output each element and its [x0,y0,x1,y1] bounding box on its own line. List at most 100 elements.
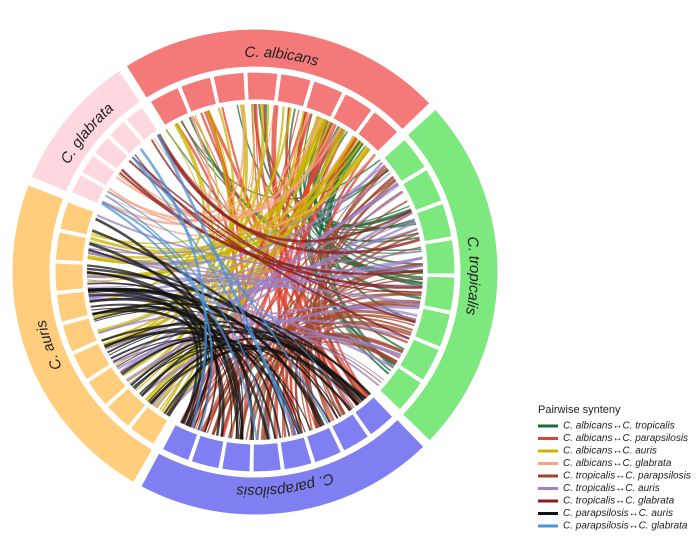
legend-label: C. albicans↔C. glabrata [563,458,672,469]
synteny-link [87,275,421,306]
legend-label: C. parapsilosis↔C. auris [563,508,673,519]
synteny-link [121,336,291,437]
legend-label: C. parapsilosis↔C. glabrata [563,521,688,532]
chromosome-block [106,387,147,428]
synteny-link [101,200,213,432]
chromosome-block [246,71,279,102]
synteny-link [140,118,326,397]
group-band [140,418,425,516]
chromosome-block [304,80,344,119]
synteny-link [131,156,301,435]
chromosome-block [356,110,399,153]
legend-label: C. albicans↔C. auris [563,446,657,457]
synteny-link [86,271,202,426]
legend-label: C. albicans↔C. parapsilosis [563,433,688,444]
chromosome-block [398,338,441,382]
synteny-link [125,210,413,382]
synteny-link [101,115,212,225]
synteny-link [166,357,213,428]
synteny-link [156,134,297,436]
chromosome-block [353,395,394,436]
chromosome-block [70,173,106,205]
synteny-link [91,119,326,250]
chromosome-block [330,412,370,452]
group-label-text: C. tropicalis [462,235,483,316]
chromosome-block [80,154,117,187]
synteny-link [88,164,385,255]
chromosome-block [149,86,190,127]
chromosome-block [179,76,218,114]
chromosome-block [61,316,99,353]
group-band [401,108,499,442]
synteny-link [105,194,271,440]
synteny-link [132,347,312,431]
synteny-link [120,168,424,276]
chromosome-block [382,138,427,183]
chromosome-block [279,436,313,471]
synteny-link [140,305,420,397]
synteny-link [157,133,421,255]
group-band [125,28,431,131]
synteny-link [90,303,277,439]
synteny-link [131,156,329,424]
legend-label: C. tropicalis↔C. parapsilosis [563,471,691,482]
legend-label: C. tropicalis↔C. glabrata [563,496,675,507]
chromosome-block [129,405,169,446]
chromosome-block [87,365,128,406]
synteny-link [156,134,412,243]
chromosome-block [401,168,443,212]
synteny-link [88,248,367,399]
synteny-link [106,126,342,223]
chromosome-block [54,231,88,263]
legend-title: Pairwise synteny [538,404,621,416]
synteny-link [87,288,200,425]
synteny-link [153,103,255,210]
chromosome-block [220,440,252,473]
synteny-link [108,329,210,429]
chromosome-block [54,262,85,293]
group-band [30,69,142,193]
synteny-link [101,202,259,441]
legend: Pairwise synteny C. albicans↔C. tropical… [538,404,691,532]
synteny-link [139,148,208,429]
group-band [11,184,154,484]
legend-label: C. albicans↔C. tropicalis [563,421,675,432]
synteny-link [149,127,342,405]
chromosome-block [413,307,452,349]
synteny-link [87,288,322,428]
synteny-link [88,293,222,436]
synteny-link [133,339,302,434]
chromosome-block [332,92,373,134]
chromosome-block [252,441,283,473]
chromosome-block [212,71,247,105]
synteny-link [94,217,240,440]
chromosome-block [422,275,456,313]
synteny-link [110,329,362,403]
chromosome-block [125,106,159,142]
chords [86,103,424,441]
chromosome-block [58,200,95,236]
chromosome-block [378,366,423,411]
chromosome-block [424,238,456,275]
chromosome-block [276,72,313,108]
synteny-link [87,218,415,288]
synteny-link [120,112,310,219]
group-label: C. tropicalis [462,235,483,316]
synteny-link [145,121,332,401]
legend-label: C. tropicalis↔C. auris [563,483,660,494]
chromosome-block [72,342,111,381]
chromosome-block [55,290,90,324]
chromosome-block [108,120,144,156]
synteny-link [150,139,423,289]
chromosome-block [305,426,343,464]
chromosome-block [415,202,453,243]
synteny-link [96,214,424,272]
synteny-link [107,190,354,409]
synteny-link [98,185,400,334]
chromosome-block [190,434,225,470]
synteny-link [254,103,359,407]
synteny-link [262,167,389,440]
synteny-link [87,288,366,400]
